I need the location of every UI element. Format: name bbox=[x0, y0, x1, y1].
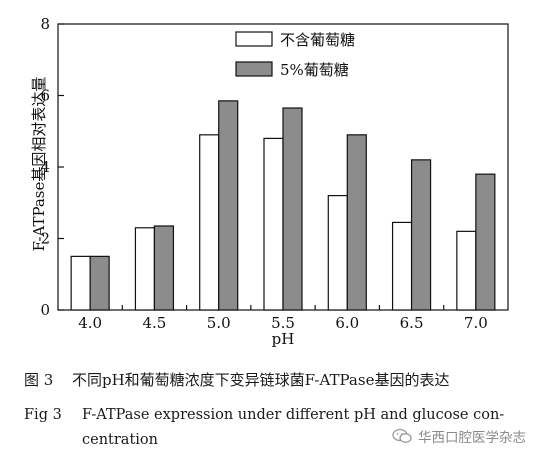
caption-text-chinese: 不同pH和葡萄糖浓度下变异链球菌F-ATPase基因的表达 bbox=[72, 371, 450, 389]
bar-chart: 0 2 4 6 8 4.0 4.5 5.0 5.5 6.0 6.5 7.0 不含葡萄糖 5%葡萄糖 F… bbox=[30, 15, 509, 348]
bar-no-glucose bbox=[456, 230, 477, 311]
figure-caption-english: Fig 3 F-ATPase expression under different… bbox=[24, 407, 504, 423]
legend-label: 5%葡萄糖 bbox=[280, 61, 349, 79]
bar-5pct-glucose bbox=[410, 159, 432, 311]
y-tick-label: 2 bbox=[40, 230, 50, 248]
x-axis: 4.0 4.5 5.0 5.5 6.0 6.5 7.0 bbox=[78, 305, 488, 332]
bar-no-glucose bbox=[327, 195, 348, 311]
bar-5pct-glucose bbox=[346, 134, 367, 311]
x-tick-label: 5.5 bbox=[271, 314, 295, 332]
bar-no-glucose bbox=[199, 134, 220, 311]
legend-swatch bbox=[235, 31, 273, 47]
bar-5pct-glucose bbox=[89, 255, 110, 311]
x-tick-label: 6.0 bbox=[335, 314, 359, 332]
caption-text-english-line2: centration bbox=[82, 432, 158, 448]
bar-no-glucose bbox=[70, 255, 91, 311]
x-tick-label: 4.0 bbox=[78, 314, 102, 332]
watermark-text: 华西口腔医学杂志 bbox=[418, 430, 526, 446]
figure-caption-english-continued: centration bbox=[24, 432, 158, 448]
y-tick-label: 4 bbox=[40, 158, 50, 176]
bar-5pct-glucose bbox=[475, 173, 496, 311]
y-tick-label: 0 bbox=[40, 301, 50, 319]
x-tick-label: 7.0 bbox=[464, 314, 488, 332]
x-tick-label: 5.0 bbox=[207, 314, 231, 332]
y-tick-label: 8 bbox=[40, 15, 50, 33]
bar-no-glucose bbox=[134, 227, 156, 311]
x-tick-label: 6.5 bbox=[400, 314, 424, 332]
watermark: 华西口腔医学杂志 bbox=[392, 426, 526, 446]
bar-5pct-glucose bbox=[153, 225, 175, 311]
y-axis-label: F-ATPase基因相对表达量 bbox=[30, 77, 48, 252]
figure-label-english: Fig 3 bbox=[24, 407, 62, 423]
legend: 不含葡萄糖 5%葡萄糖 bbox=[235, 31, 355, 79]
legend-label: 不含葡萄糖 bbox=[280, 31, 355, 49]
y-tick-label: 6 bbox=[40, 87, 50, 105]
figure-label-chinese: 图 3 bbox=[24, 371, 54, 389]
bars bbox=[70, 100, 496, 311]
bar-no-glucose bbox=[391, 221, 413, 311]
wechat-icon bbox=[392, 428, 412, 443]
caption-text-english-line1: F-ATPase expression under different pH a… bbox=[82, 407, 505, 423]
y-axis: 0 2 4 6 8 bbox=[40, 15, 64, 319]
legend-swatch bbox=[235, 61, 273, 77]
bar-5pct-glucose bbox=[282, 107, 303, 311]
bar-5pct-glucose bbox=[218, 100, 239, 311]
figure-caption-chinese: 图 3 不同pH和葡萄糖浓度下变异链球菌F-ATPase基因的表达 bbox=[24, 369, 449, 390]
x-axis-label: pH bbox=[272, 330, 295, 348]
bar-no-glucose bbox=[263, 137, 284, 311]
x-tick-label: 4.5 bbox=[142, 314, 166, 332]
